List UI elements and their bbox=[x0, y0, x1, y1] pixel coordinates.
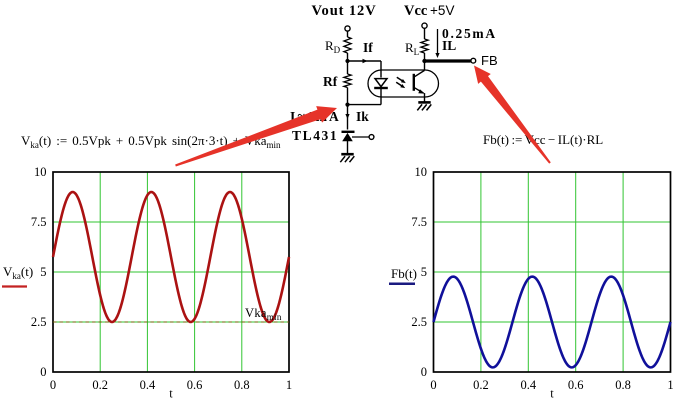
svg-text:0: 0 bbox=[430, 378, 436, 392]
svg-text:0.4: 0.4 bbox=[520, 378, 536, 392]
svg-text:0.2: 0.2 bbox=[473, 378, 489, 392]
svg-text:t: t bbox=[169, 386, 173, 400]
svg-text:0.4: 0.4 bbox=[140, 378, 156, 392]
svg-text:0.6: 0.6 bbox=[187, 378, 203, 392]
svg-text:0.2: 0.2 bbox=[92, 378, 108, 392]
svg-text:7.5: 7.5 bbox=[411, 215, 427, 229]
svg-text:1: 1 bbox=[286, 378, 292, 392]
svg-text:0: 0 bbox=[421, 365, 427, 379]
svg-text:0: 0 bbox=[50, 378, 56, 392]
svg-text:0.8: 0.8 bbox=[234, 378, 250, 392]
svg-text:t: t bbox=[550, 386, 554, 400]
svg-text:5: 5 bbox=[421, 265, 427, 279]
svg-text:0.8: 0.8 bbox=[615, 378, 631, 392]
svg-text:10: 10 bbox=[415, 165, 428, 179]
svg-text:2.5: 2.5 bbox=[411, 315, 427, 329]
svg-text:1: 1 bbox=[667, 378, 673, 392]
svg-text:0.6: 0.6 bbox=[568, 378, 584, 392]
svg-text:5: 5 bbox=[40, 265, 46, 279]
svg-text:7.5: 7.5 bbox=[31, 215, 47, 229]
svg-text:10: 10 bbox=[34, 165, 47, 179]
svg-text:0: 0 bbox=[40, 365, 46, 379]
svg-text:2.5: 2.5 bbox=[31, 315, 47, 329]
